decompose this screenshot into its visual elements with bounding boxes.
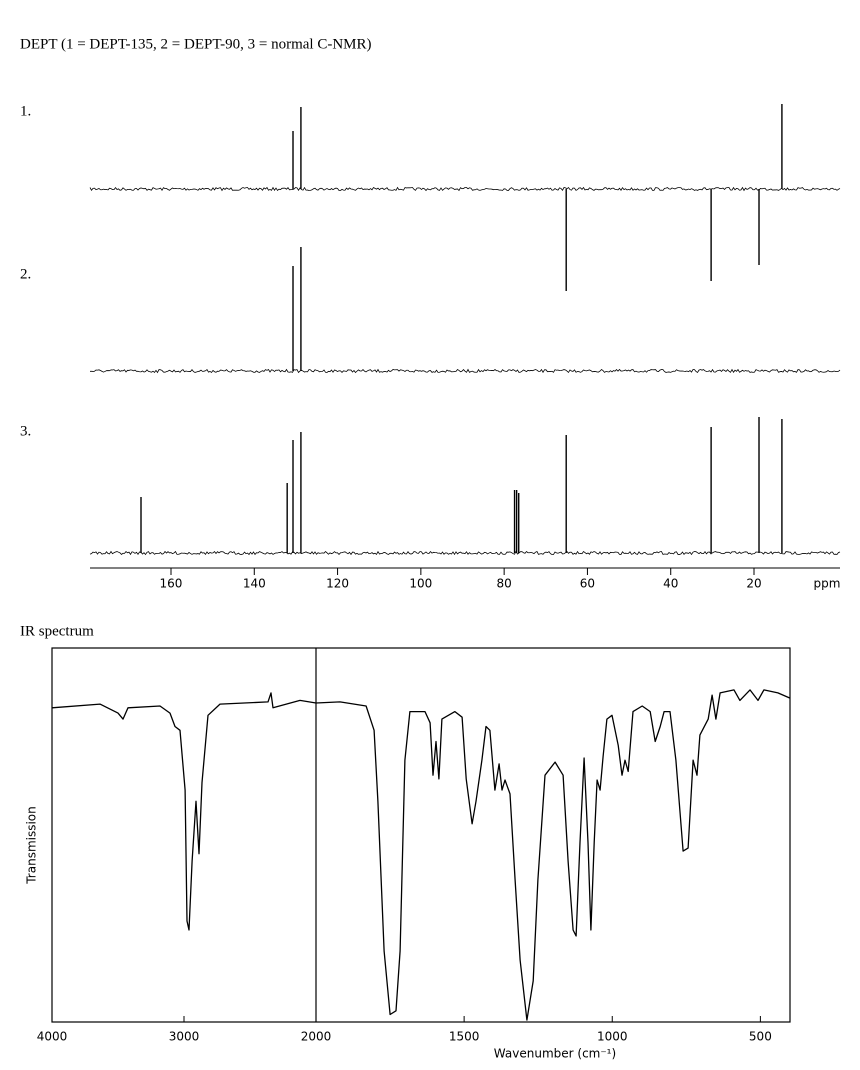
x-tick-label: 140 (243, 577, 266, 591)
panel-label: 2. (20, 266, 31, 282)
x-tick-label: 1500 (449, 1030, 480, 1044)
ir-title: IR spectrum (20, 623, 94, 639)
panel-label: 1. (20, 103, 31, 119)
baseline (89, 550, 841, 556)
ir-trace (51, 689, 791, 1021)
x-tick-label: 160 (160, 577, 183, 591)
baseline (89, 186, 841, 192)
x-tick-label: 60 (580, 577, 595, 591)
x-tick-label: 4000 (37, 1030, 68, 1044)
x-tick-label: 40 (663, 577, 678, 591)
y-axis-label: Transmission (25, 806, 39, 885)
panel-label: 3. (20, 423, 31, 439)
x-tick-label: 20 (746, 577, 761, 591)
x-tick-label: 500 (749, 1030, 772, 1044)
x-tick-label: 100 (409, 577, 432, 591)
x-tick-label: 3000 (169, 1030, 200, 1044)
x-tick-label: 1000 (597, 1030, 628, 1044)
plot-frame (51, 647, 791, 1023)
x-tick-label: 80 (497, 577, 512, 591)
x-tick-label: 120 (326, 577, 349, 591)
x-axis-label: Wavenumber (cm⁻¹) (494, 1047, 616, 1061)
x-axis-label: ppm (814, 577, 841, 591)
nmr-title: DEPT (1 = DEPT-135, 2 = DEPT-90, 3 = nor… (20, 36, 372, 52)
x-tick-label: 2000 (301, 1030, 332, 1044)
baseline (89, 368, 841, 374)
